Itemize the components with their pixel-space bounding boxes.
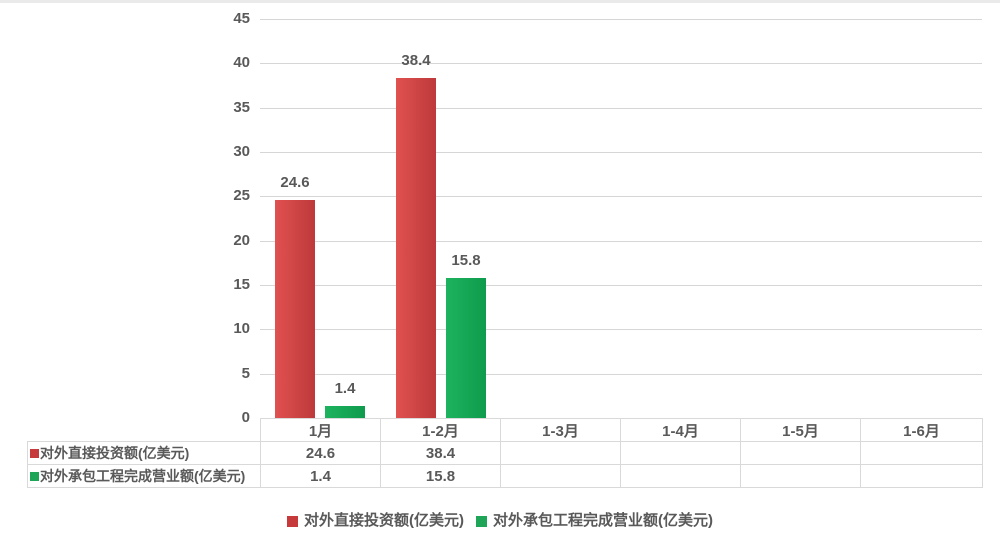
chart-legend: 对外直接投资额(亿美元) 对外承包工程完成营业额(亿美元) [0,512,1000,530]
plot-area: 0 5 10 15 20 25 30 35 40 45 24.6 38.4 1.4 15.8 [233,10,982,426]
gridline [260,241,982,242]
table-value-cell: 24.6 [260,441,381,465]
table-value-cell: 38.4 [380,441,501,465]
table-header-cell: 1月 [260,418,381,442]
window-top-edge [0,0,1000,3]
table-row: 对外承包工程完成营业额(亿美元) 1.4 15.8 [27,464,983,488]
legend-marker-icon [476,515,487,527]
series-marker-icon [30,472,39,481]
legend-label: 对外承包工程完成营业额(亿美元) [493,512,713,529]
table-value-cell: 15.8 [380,464,501,488]
table-corner-cell [28,419,261,442]
bar [275,200,315,418]
y-axis-tick-label: 0 [241,409,250,426]
y-axis-tick-label: 35 [233,99,250,116]
y-axis-tick-label: 40 [233,54,250,71]
data-table-region: 1月 1-2月 1-3月 1-4月 1-5月 1-6月 对外直接投资额(亿美元) 24.6 38… [27,418,983,488]
bar [446,278,486,418]
y-axis-tick-label: 25 [233,187,250,204]
gridline [260,329,982,330]
table-value-cell: 1.4 [260,464,381,488]
table-value-cell [740,441,861,465]
table-header-cell: 1-4月 [620,418,741,442]
y-axis-tick-label: 30 [233,143,250,160]
data-table: 1月 1-2月 1-3月 1-4月 1-5月 1-6月 对外直接投资额(亿美元) 24.6 38… [27,418,983,488]
legend-item: 对外直接投资额(亿美元) [287,512,464,530]
table-value-cell [500,441,621,465]
gridline [260,196,982,197]
table-header-cell: 1-5月 [740,418,861,442]
series-marker-icon [30,449,39,458]
table-value-cell [860,441,983,465]
table-row-label: 对外承包工程完成营业额(亿美元) [27,464,261,488]
table-value-cell [500,464,621,488]
table-value-cell [620,441,741,465]
gridline [260,285,982,286]
table-row: 对外直接投资额(亿美元) 24.6 38.4 [27,441,983,465]
y-axis-tick-label: 45 [233,10,250,27]
gridline [260,374,982,375]
table-row-label: 对外直接投资额(亿美元) [27,441,261,465]
y-axis-tick-label: 20 [233,232,250,249]
legend-item: 对外承包工程完成营业额(亿美元) [476,512,713,530]
bar [325,406,365,418]
y-axis-tick-label: 5 [241,365,250,382]
table-header-row: 1月 1-2月 1-3月 1-4月 1-5月 1-6月 [28,418,983,442]
legend-marker-icon [287,515,298,527]
y-axis-tick-label: 15 [233,276,250,293]
bar-value-label: 15.8 [451,252,481,269]
gridline [260,108,982,109]
table-value-cell [740,464,861,488]
bar-value-label: 1.4 [334,380,356,397]
table-value-cell [860,464,983,488]
gridline [260,152,982,153]
legend-label: 对外直接投资额(亿美元) [304,512,464,529]
table-header-cell: 1-2月 [380,418,501,442]
table-header-cell: 1-6月 [860,418,983,442]
y-axis-tick-label: 10 [233,320,250,337]
bar-value-label: 24.6 [280,174,310,191]
table-header-cell: 1-3月 [500,418,621,442]
gridline [260,63,982,64]
gridline [260,19,982,20]
bar-value-label: 38.4 [401,52,431,69]
bar [396,78,436,418]
table-value-cell [620,464,741,488]
